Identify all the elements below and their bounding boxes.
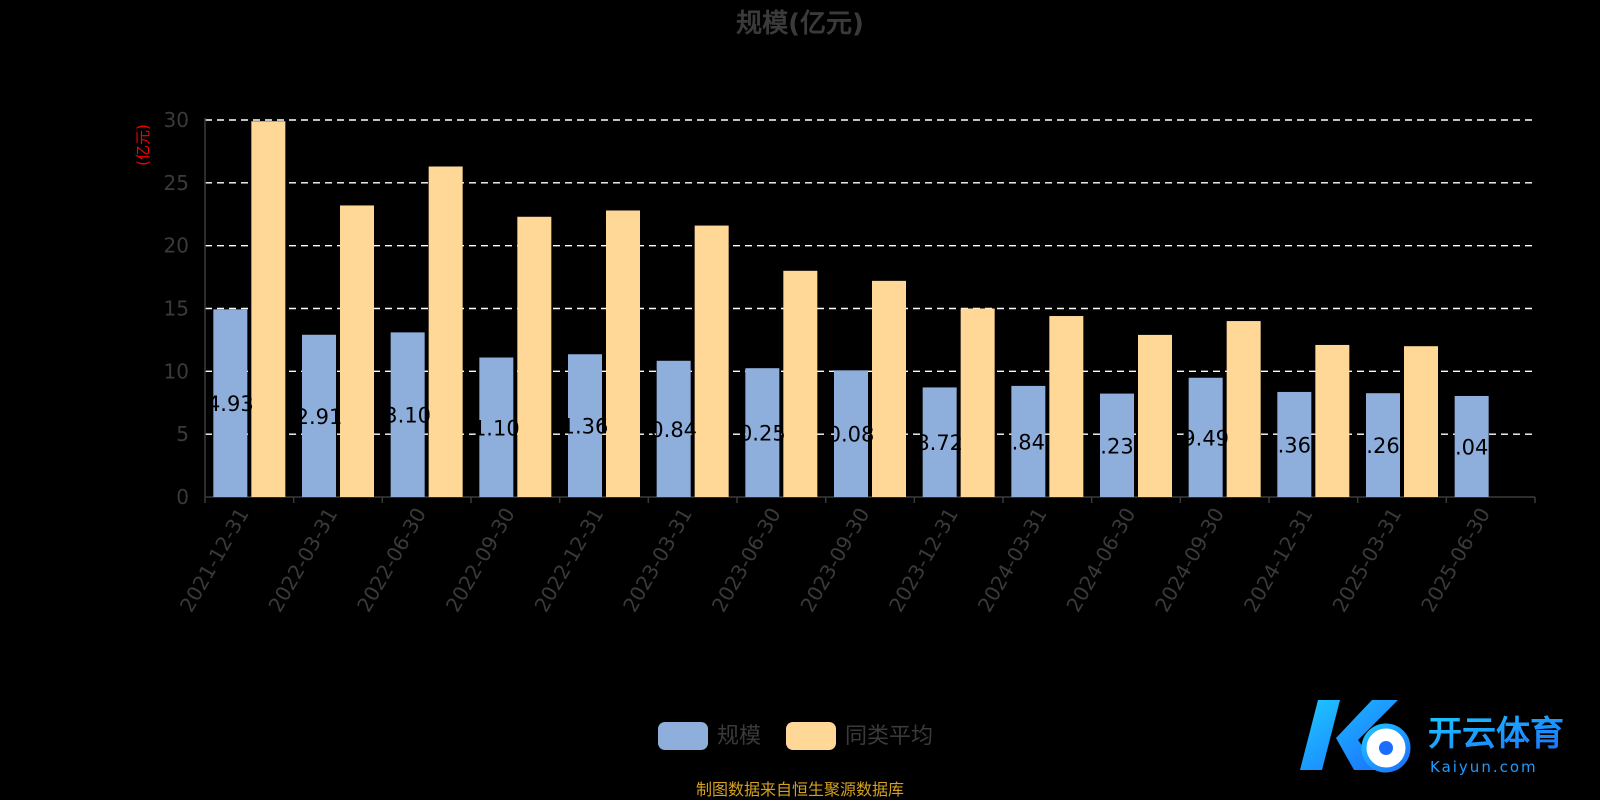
bar-scale[interactable] [568,354,602,497]
bar-peer-average[interactable] [1138,334,1172,497]
data-label-scale: 0.08 [828,423,875,447]
data-label-scale: .36 [1278,433,1311,457]
logo-k-icon [1300,700,1398,770]
bar-peer-average[interactable] [1049,316,1084,497]
x-tick-label: 2022-03-31 [263,504,342,617]
x-tick-label: 2024-03-31 [973,504,1052,617]
x-tick-label: 2025-06-30 [1416,504,1495,617]
grid-layer [205,119,1535,435]
y-tick-label: 20 [164,234,189,258]
x-tick-label: 2024-09-30 [1150,504,1229,617]
y-axis-unit-label: (亿元) [134,124,152,166]
bar-scale[interactable] [745,368,780,497]
legend: 规模 同类平均 [658,722,933,750]
data-label-scale: 0.25 [739,422,786,446]
data-label-scale: 1.36 [562,415,609,439]
bar-scale[interactable] [922,387,957,497]
bar-scale[interactable] [1366,393,1400,497]
bar-peer-average[interactable] [517,216,552,497]
bar-scale[interactable] [1011,385,1046,497]
data-label-scale: .04 [1455,435,1488,459]
bar-peer-average[interactable] [428,166,463,497]
x-tick-label: 2023-06-30 [707,504,786,617]
y-tick-label: 10 [164,359,189,383]
bar-scale[interactable] [302,334,336,497]
bar-peer-average[interactable] [251,121,286,498]
bar-peer-average[interactable] [872,280,906,497]
y-tick-label: 15 [164,297,189,321]
x-tick-label: 2022-09-30 [441,504,520,617]
x-tick-label: 2024-12-31 [1239,504,1318,617]
bar-scale[interactable] [1100,393,1134,497]
chart-title: 规模(亿元) [736,9,864,39]
watermark-text: 开云体育 [1428,714,1564,754]
bar-scale[interactable] [1277,391,1312,497]
legend-swatch-peer-average[interactable] [786,722,836,750]
bar-layer [213,121,1489,498]
bar-scale[interactable] [213,309,248,497]
data-label-layer: 4.93 2.91 3.10 1.10 1.36 0.84 0.25 0.08 8.72 .84.… [207,392,1488,459]
x-tick-label: 2022-12-31 [529,504,608,617]
data-label-scale: 0.84 [650,418,697,442]
data-label-scale: .23 [1100,434,1133,458]
source-note: 制图数据来自恒生聚源数据库 [696,780,904,799]
data-label-scale: .26 [1366,434,1399,458]
bar-scale[interactable] [479,357,514,497]
bar-peer-average[interactable] [694,225,729,497]
data-label-scale: 9.49 [1182,426,1229,450]
bar-scale[interactable] [1454,395,1489,497]
bar-scale[interactable] [390,332,425,497]
data-label-scale: 2.91 [296,405,343,429]
y-tick-label: 25 [164,171,189,195]
logo-ball-center [1379,741,1393,755]
bar-peer-average[interactable] [606,210,640,498]
legend-label-peer-average[interactable]: 同类平均 [845,724,933,749]
x-tick-label: 2023-12-31 [884,504,963,617]
x-tick-label: 2023-03-31 [618,504,697,617]
data-label-scale: .84 [1012,430,1045,454]
x-tick-label: 2024-06-30 [1061,504,1140,617]
legend-label-scale[interactable]: 规模 [717,724,761,749]
watermark-subtext: Kaiyun.com [1430,758,1538,776]
legend-swatch-scale[interactable] [658,722,708,750]
data-label-scale: 1.10 [473,416,520,440]
bar-scale[interactable] [834,370,868,497]
bar-scale[interactable] [656,360,691,497]
x-tick-label: 2025-03-31 [1327,504,1406,617]
x-tick-label: 2022-06-30 [352,504,431,617]
bar-peer-average[interactable] [960,308,995,498]
bar-peer-average[interactable] [1315,344,1350,497]
bar-peer-average[interactable] [1404,346,1438,497]
bar-peer-average[interactable] [340,205,374,497]
bar-peer-average[interactable] [1226,321,1261,497]
x-tick-label: 2021-12-31 [175,504,254,617]
data-label-scale: 3.10 [384,404,431,428]
x-tick-label: 2023-09-30 [795,504,874,617]
y-tick-label: 5 [176,422,189,446]
y-tick-label: 30 [164,108,189,132]
y-tick-label: 0 [176,485,189,509]
data-label-scale: 4.93 [207,392,254,416]
watermark-logo: 开云体育 Kaiyun.com [1300,700,1564,776]
data-label-scale: 8.72 [916,431,963,455]
bar-scale[interactable] [1188,377,1223,497]
bar-peer-average[interactable] [783,270,818,497]
